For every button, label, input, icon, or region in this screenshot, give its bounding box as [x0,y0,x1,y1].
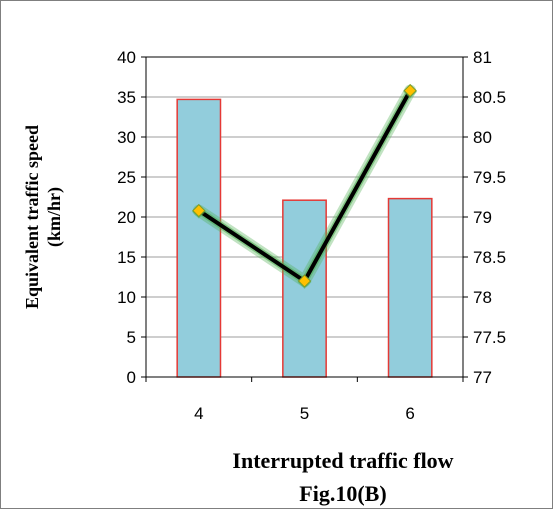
bar-series [176,98,433,378]
left-tick-label: 5 [127,328,136,347]
left-tick-label: 15 [117,248,136,267]
right-tick-label: 77.5 [473,328,506,347]
right-tick-label: 81 [473,48,492,67]
x-axis-ticks: 4 5 6 [145,377,464,423]
x-tick-label: 6 [405,404,414,423]
left-tick-label: 0 [127,368,136,387]
left-tick-label: 20 [117,208,136,227]
x-tick-label: 4 [194,404,203,423]
bar [176,98,222,378]
right-tick-label: 79 [473,208,492,227]
right-tick-label: 78.5 [473,248,506,267]
right-tick-label: 80.5 [473,88,506,107]
left-axis-ticks: 0 5 10 15 20 25 30 35 40 [117,48,146,387]
right-tick-label: 77 [473,368,492,387]
left-tick-label: 35 [117,88,136,107]
right-axis-ticks: 77 77.5 78 78.5 79 79.5 80 80.5 81 [463,48,506,387]
line-marker [403,83,417,98]
x-axis-title: Interrupted traffic flow [232,448,453,473]
right-tick-label: 78 [473,288,492,307]
right-tick-label: 79.5 [473,168,506,187]
left-tick-label: 30 [117,128,136,147]
line-marker [297,274,312,288]
left-tick-label: 10 [117,288,136,307]
line-series [191,83,418,289]
figure-caption: Fig.10(B) [299,481,386,506]
bar [387,197,433,378]
x-tick-label: 5 [300,404,309,423]
right-tick-label: 80 [473,128,492,147]
y-axis-title-left-line1: Equivalent traffic speed [22,125,42,309]
line-marker [192,203,206,218]
left-tick-label: 25 [117,168,136,187]
left-tick-label: 40 [117,48,136,67]
y-axis-title-left-line2: (km/hr) [44,187,65,247]
